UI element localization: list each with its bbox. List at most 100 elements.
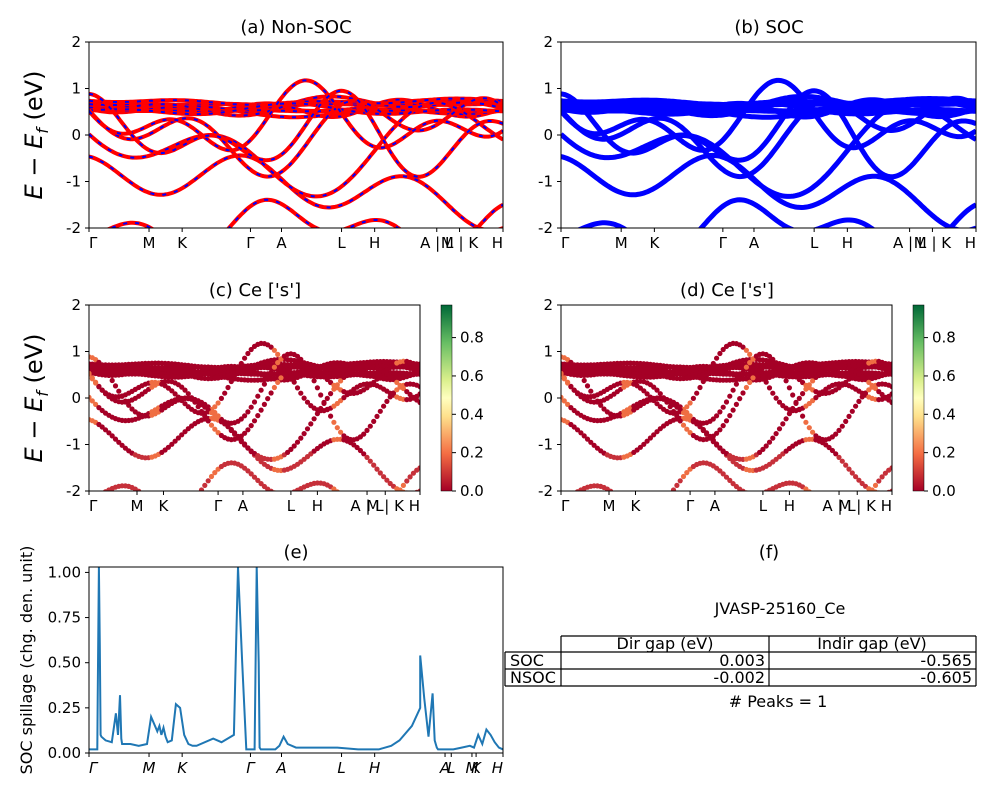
band-point bbox=[106, 372, 112, 378]
x-tick-label: M bbox=[615, 234, 628, 252]
x-tick-label: Γ bbox=[89, 759, 99, 777]
band-point bbox=[268, 369, 274, 375]
band-point bbox=[766, 385, 773, 391]
band-point bbox=[328, 391, 334, 397]
band-point bbox=[228, 378, 234, 385]
band-point bbox=[740, 488, 746, 491]
band-point bbox=[849, 470, 855, 476]
band-point bbox=[139, 491, 144, 496]
x-tick-label: L bbox=[337, 759, 345, 777]
band-point bbox=[417, 399, 420, 406]
band-ylabel-top: E − Ef (eV) bbox=[20, 71, 52, 200]
band-point bbox=[212, 426, 218, 432]
band-point bbox=[394, 379, 400, 385]
band-point bbox=[218, 395, 224, 401]
band-point bbox=[176, 511, 181, 516]
band-point bbox=[644, 391, 650, 397]
x-tick-label: K bbox=[159, 497, 170, 515]
band-point bbox=[410, 470, 416, 476]
panel-a-plot-area bbox=[89, 78, 503, 228]
band-point bbox=[710, 439, 716, 445]
y-tick-label: -2 bbox=[538, 482, 553, 500]
colorbar-tick-label: 0.0 bbox=[932, 482, 956, 500]
x-tick-label: H bbox=[881, 497, 892, 515]
band-point bbox=[654, 429, 660, 435]
band-point bbox=[261, 381, 267, 387]
band-point bbox=[324, 406, 330, 412]
colorbar-gradient bbox=[440, 304, 453, 492]
band-point bbox=[803, 486, 809, 491]
band-point bbox=[338, 429, 344, 435]
band-point bbox=[179, 432, 185, 438]
y-tick-label: -2 bbox=[538, 219, 553, 237]
band-point bbox=[165, 444, 171, 450]
band-point bbox=[275, 491, 280, 496]
band-point bbox=[102, 427, 109, 433]
y-tick-label: -2 bbox=[66, 482, 81, 500]
band-point bbox=[846, 413, 852, 419]
band-point bbox=[215, 400, 221, 406]
band-point bbox=[96, 384, 102, 390]
band-point bbox=[205, 418, 211, 424]
colorbar-tick-label: 0.0 bbox=[460, 482, 484, 500]
band-point bbox=[341, 496, 346, 501]
band-point bbox=[796, 395, 802, 401]
band-point bbox=[89, 371, 92, 377]
band-point bbox=[651, 510, 656, 515]
band-point bbox=[644, 438, 650, 444]
band-point bbox=[578, 372, 584, 378]
y-tick-label: -2 bbox=[66, 219, 81, 237]
band-point bbox=[684, 426, 690, 432]
panel-e-chart: 0.000.250.500.751.00Γ M K Γ A L H AL MK H bbox=[48, 563, 504, 777]
band-point bbox=[301, 360, 307, 366]
band-point bbox=[770, 390, 776, 396]
band-point bbox=[109, 377, 115, 384]
band-point bbox=[889, 371, 892, 377]
band-point bbox=[668, 492, 673, 497]
x-tick-label: Γ bbox=[561, 497, 570, 515]
band-point bbox=[674, 482, 680, 488]
x-tick-label: Γ bbox=[246, 234, 255, 252]
peaks-count: # Peaks = 1 bbox=[729, 692, 828, 711]
band-point bbox=[173, 512, 178, 517]
band-point bbox=[714, 355, 720, 361]
band-point bbox=[374, 413, 380, 419]
band-point bbox=[175, 435, 181, 441]
band-point bbox=[591, 393, 597, 399]
x-tick-label: K bbox=[177, 759, 188, 777]
band-point bbox=[853, 474, 859, 480]
colorbar-tick-label: 0.4 bbox=[460, 405, 484, 423]
x-tick-label: H bbox=[492, 759, 503, 777]
band-point bbox=[265, 375, 271, 381]
band-point bbox=[89, 394, 92, 400]
band-point bbox=[364, 427, 370, 433]
x-tick-label: A | L bbox=[822, 497, 856, 515]
band-point bbox=[727, 393, 733, 399]
band-point bbox=[301, 395, 307, 401]
band-point bbox=[717, 468, 723, 474]
band-point bbox=[753, 362, 759, 368]
band-point bbox=[680, 473, 687, 480]
colorbar-gradient bbox=[912, 304, 925, 492]
band-point bbox=[169, 512, 174, 517]
band-point bbox=[700, 378, 706, 385]
band-point bbox=[185, 391, 191, 397]
band-point bbox=[212, 404, 218, 410]
band-point bbox=[677, 418, 683, 424]
band-point bbox=[654, 401, 660, 407]
colorbar-tick-label: 0.2 bbox=[932, 444, 956, 462]
band-point bbox=[93, 401, 99, 407]
band-point bbox=[397, 487, 403, 491]
band-point bbox=[889, 384, 892, 390]
x-tick-label: H bbox=[369, 759, 380, 777]
y-tick-label: -1 bbox=[66, 173, 81, 191]
band-point bbox=[354, 444, 360, 451]
band-point bbox=[813, 395, 819, 401]
band-point bbox=[853, 403, 859, 409]
band-point bbox=[314, 411, 320, 417]
band-point bbox=[268, 488, 274, 491]
band-point bbox=[826, 444, 832, 451]
band-point bbox=[417, 366, 420, 373]
band-point bbox=[417, 384, 420, 390]
band-point bbox=[189, 501, 194, 506]
